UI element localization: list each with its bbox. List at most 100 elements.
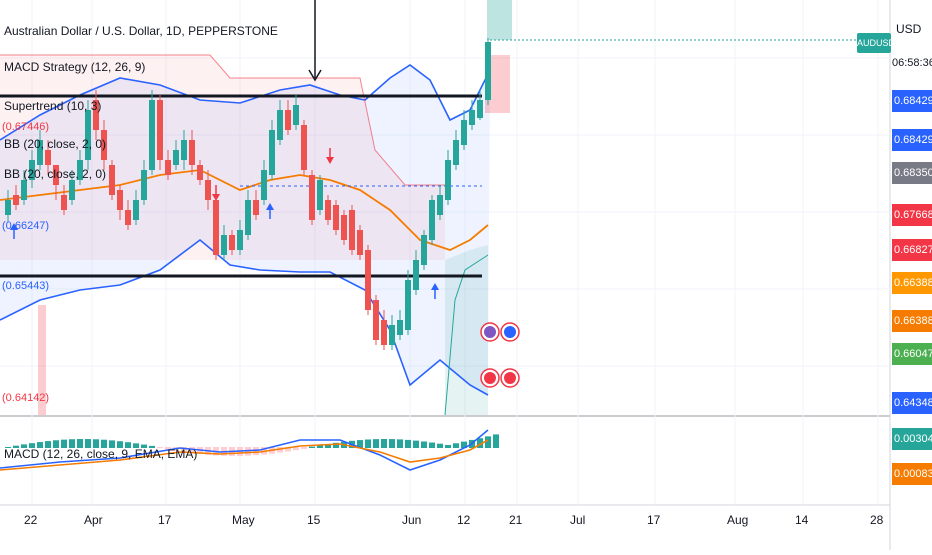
candle-body <box>445 160 451 200</box>
candle-body <box>229 235 235 250</box>
candle-body <box>373 300 379 340</box>
macd-pane <box>0 429 499 471</box>
candle-body <box>21 180 27 200</box>
candles <box>5 38 491 350</box>
candle-body <box>5 200 11 215</box>
candle-body <box>309 175 315 220</box>
event-icons <box>480 322 520 388</box>
gridlines <box>0 0 890 505</box>
symbol-title[interactable]: Australian Dollar / U.S. Dollar, 1D, PEP… <box>4 24 278 38</box>
macd-signal-line <box>0 439 489 471</box>
candle-body <box>277 110 283 140</box>
candle-body <box>149 100 155 170</box>
price-badge-red: 0.66827 <box>892 239 932 261</box>
candle-body <box>253 200 259 215</box>
time-label: 17 <box>647 513 661 527</box>
macd-histogram-bar <box>189 447 195 454</box>
time-label: 15 <box>307 513 321 527</box>
macd-histogram-bar <box>413 440 419 448</box>
time-label: May <box>232 513 255 527</box>
price-badge-green: 0.66047 <box>892 343 932 365</box>
buy-signal-arrowhead <box>266 203 274 210</box>
bb-legend-2[interactable]: BB (20, close, 2, 0) <box>4 167 107 181</box>
candle-body <box>405 280 411 330</box>
macd-histogram-bar <box>253 447 259 456</box>
macd-histogram-bar <box>165 447 171 450</box>
bb-legend-1[interactable]: BB (20, close, 2, 0) <box>4 137 107 151</box>
macd-histogram-bar <box>333 442 339 448</box>
price-badge-supertrend: 0.67668 <box>892 204 932 226</box>
candle-body <box>157 100 163 160</box>
price-badge-bb-lower: 0.64348 <box>892 392 932 414</box>
candle-body <box>189 140 195 165</box>
macd-histogram-bar <box>301 447 307 449</box>
price-badge-ma-2: 0.66388 <box>892 310 932 332</box>
macd-histogram-bar <box>77 439 83 448</box>
macd-histogram-bar <box>317 445 323 448</box>
supertrend-green-line <box>444 254 489 416</box>
time-label: Jul <box>570 513 586 527</box>
candle-body <box>45 150 51 165</box>
candle-body <box>333 205 339 230</box>
supertrend-legend[interactable]: Supertrend (10, 3) <box>4 99 102 113</box>
buy-signal-arrowhead <box>431 283 439 290</box>
macd-histogram-bar <box>85 439 91 448</box>
us-flag-event-icon-inner <box>484 372 496 384</box>
price-badge-last: 0.68350 <box>892 162 932 184</box>
macd-histogram-bar <box>53 440 59 448</box>
candle-body <box>261 170 267 200</box>
macd-histogram-bar <box>157 447 163 449</box>
supertrend-red-fill <box>0 55 445 260</box>
candle-body <box>109 165 115 195</box>
candle-body <box>293 105 299 125</box>
macd-histogram-bar <box>37 442 43 448</box>
macd-histogram-bar <box>277 447 283 453</box>
time-label: 17 <box>158 513 172 527</box>
left-red-bar <box>38 305 46 415</box>
price-badge-signal: 0.00083 <box>892 463 932 485</box>
macd-histogram-bar <box>477 438 483 448</box>
candle-body <box>37 140 43 165</box>
candle-body <box>485 42 491 100</box>
macd-histogram-bar <box>493 434 499 448</box>
macd-histogram-bar <box>125 442 131 448</box>
time-label: Apr <box>84 513 103 527</box>
macd-histogram-bar <box>429 442 435 448</box>
candle-body <box>13 195 19 205</box>
supertrend-red-line <box>0 54 445 186</box>
lightning-icon-inner <box>484 326 496 338</box>
candle-body <box>221 235 227 255</box>
macd-histogram-bar <box>365 439 371 448</box>
macd-legend[interactable]: MACD (12, 26, close, 9, EMA, EMA) <box>4 447 198 461</box>
candle-body <box>413 260 419 290</box>
time-label: 28 <box>870 513 884 527</box>
macd-histogram-bar <box>29 443 35 448</box>
candle-body <box>213 200 219 255</box>
macd-histogram-bar <box>437 443 443 448</box>
macd-histogram-bar <box>141 444 147 448</box>
macd-histogram-bar <box>357 440 363 448</box>
macd-histogram-bar <box>285 447 291 452</box>
macd-histogram-bar <box>445 444 451 448</box>
left-price-label-1: (0.67446) <box>2 121 50 133</box>
macd-histogram-bar <box>101 439 107 448</box>
macd-histogram-bar <box>5 447 11 448</box>
candle-body <box>141 170 147 200</box>
candle-body <box>69 180 75 200</box>
macd-histogram-bar <box>373 439 379 448</box>
candle-body <box>429 200 435 240</box>
last-bar-highlight <box>487 0 512 40</box>
macd-histogram-bar <box>13 445 19 448</box>
time-label: Aug <box>727 513 749 527</box>
candle-body <box>365 250 371 310</box>
candle-body <box>181 140 187 160</box>
candle-body <box>301 125 307 170</box>
signal-markers <box>10 148 439 299</box>
candle-body <box>269 130 275 175</box>
candle-body <box>389 325 395 345</box>
candle-body <box>357 230 363 255</box>
macd-histogram-bar <box>117 441 123 448</box>
macd-strategy-legend[interactable]: MACD Strategy (12, 26, 9) <box>4 60 146 74</box>
